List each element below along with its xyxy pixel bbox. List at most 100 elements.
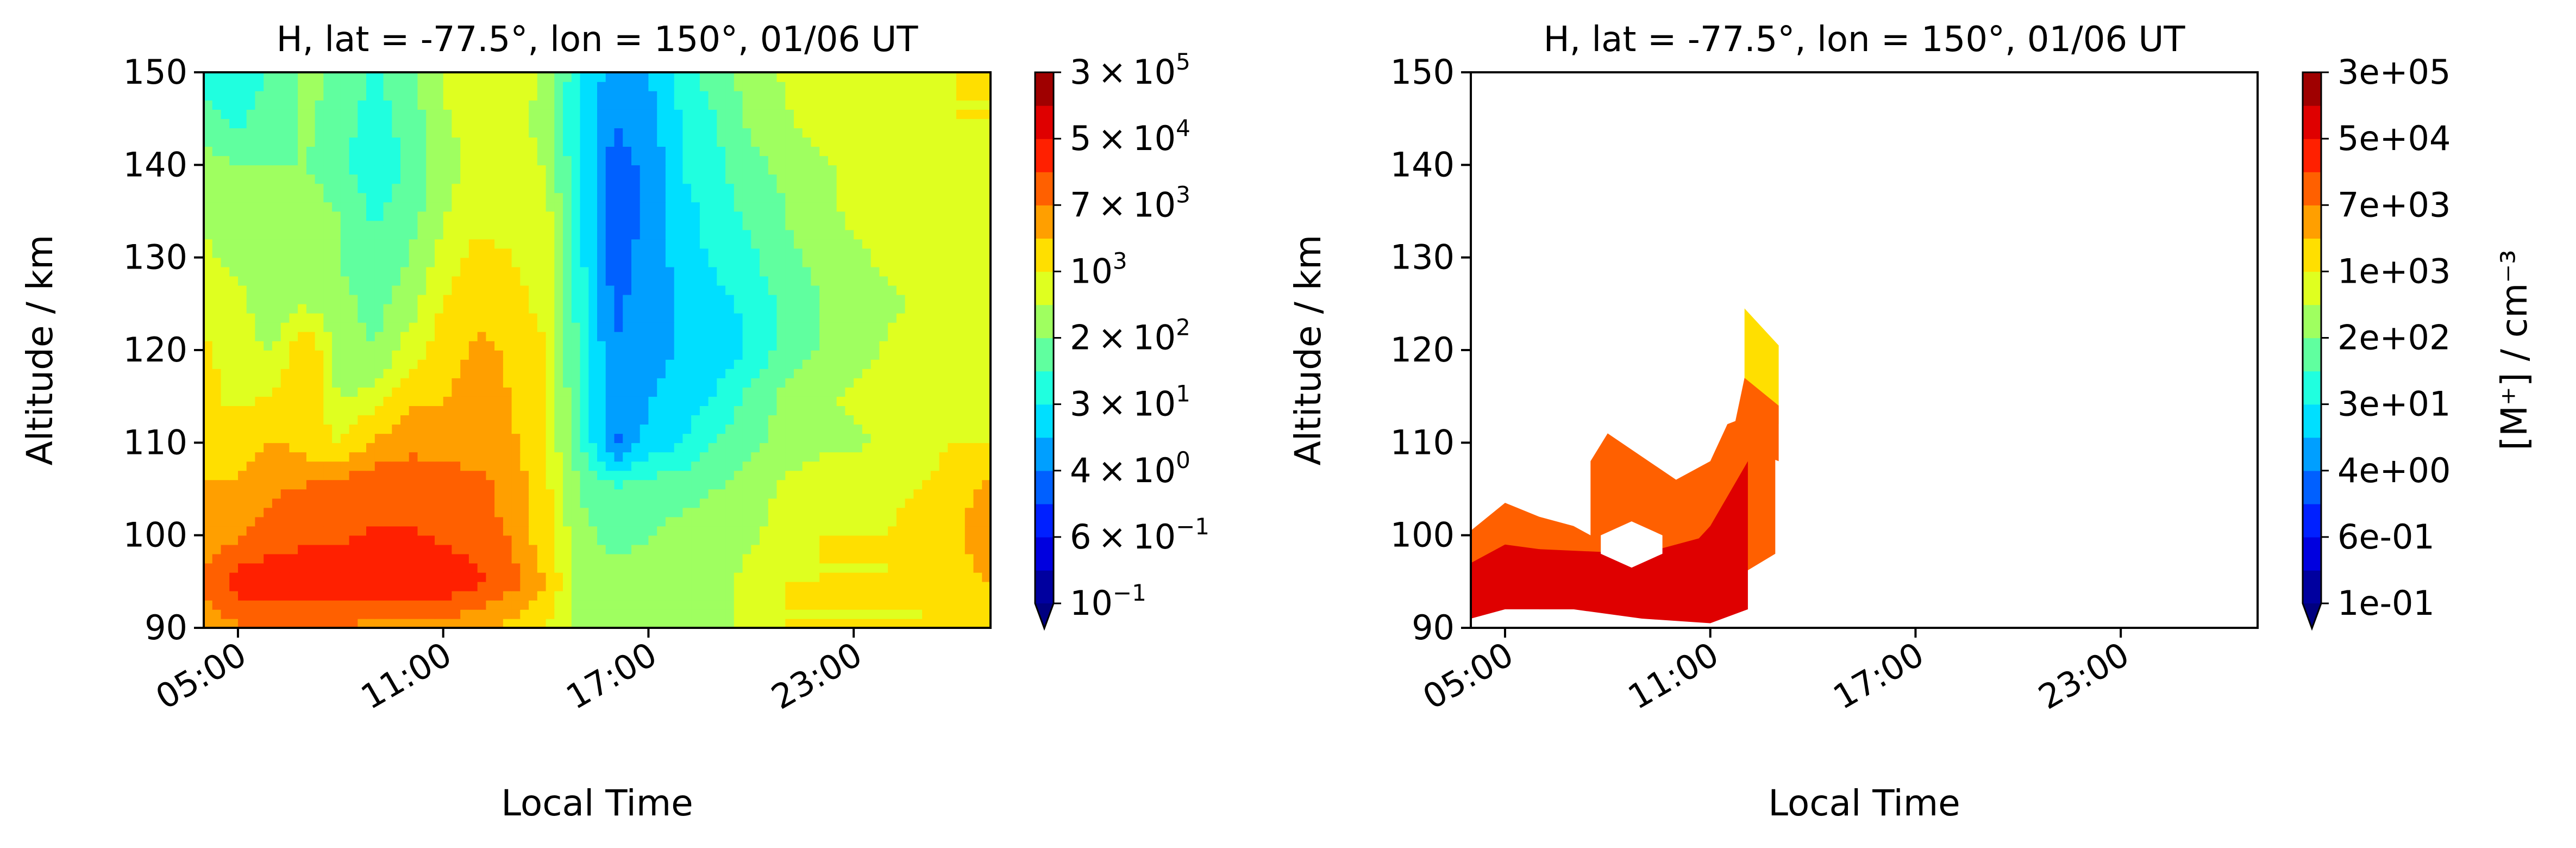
contour-cell [776, 239, 786, 249]
contour-cell [366, 137, 375, 147]
contour-cell [426, 128, 435, 138]
contour-cell [443, 248, 453, 258]
contour-cell [511, 294, 521, 304]
contour-cell [854, 452, 863, 462]
contour-cell [888, 322, 897, 332]
contour-cell [264, 359, 273, 369]
contour-cell [870, 498, 880, 508]
contour-cell [674, 498, 684, 508]
contour-cell [725, 137, 735, 147]
contour-cell [674, 229, 684, 240]
contour-cell [699, 239, 709, 249]
contour-cell [221, 128, 230, 138]
contour-cell [725, 470, 735, 481]
contour-cell [691, 507, 700, 517]
contour-cell [708, 387, 718, 397]
contour-cell [460, 313, 469, 323]
contour-cell [734, 155, 743, 166]
contour-cell [409, 563, 418, 573]
contour-cell [246, 313, 256, 323]
contour-cell [648, 248, 657, 258]
contour-cell [280, 294, 290, 304]
contour-cell [948, 498, 957, 508]
contour-cell [939, 266, 949, 277]
contour-cell [306, 572, 316, 582]
contour-cell [212, 128, 222, 138]
contour-cell [734, 183, 743, 194]
contour-cell [819, 424, 829, 434]
contour-cell [494, 313, 504, 323]
contour-cell [725, 285, 735, 295]
contour-cell [563, 535, 572, 545]
contour-cell [939, 229, 949, 240]
contour-cell [802, 192, 812, 203]
contour-cell [212, 211, 222, 221]
contour-cell [221, 489, 230, 499]
contour-cell [776, 294, 786, 304]
contour-cell [426, 211, 435, 221]
contour-cell [452, 202, 461, 212]
contour-cell [298, 489, 307, 499]
contour-cell [870, 183, 880, 194]
contour-cell [571, 239, 581, 249]
contour-cell [734, 303, 743, 314]
contour-cell [896, 406, 906, 415]
contour-cell [417, 378, 427, 388]
contour-cell [204, 155, 213, 166]
contour-cell [854, 341, 863, 351]
contour-cell [597, 378, 606, 388]
contour-cell [511, 452, 521, 462]
contour-cell [982, 165, 991, 175]
contour-cell [306, 553, 316, 564]
contour-cell [699, 433, 709, 444]
contour-cell [760, 359, 769, 369]
contour-cell [760, 470, 769, 481]
contour-cell [426, 600, 435, 610]
contour-cell [964, 174, 974, 184]
contour-cell [468, 387, 478, 397]
contour-cell [520, 378, 529, 388]
contour-cell [306, 266, 316, 277]
contour-cell [255, 229, 264, 240]
contour-cell [332, 563, 341, 573]
contour-cell [742, 359, 752, 369]
contour-cell [280, 165, 290, 175]
contour-cell [511, 406, 521, 415]
contour-cell [204, 470, 213, 481]
contour-cell [657, 572, 666, 582]
contour-cell [358, 165, 367, 175]
contour-cell [212, 442, 222, 453]
contour-cell [323, 313, 333, 323]
contour-cell [717, 248, 726, 258]
contour-cell [511, 553, 521, 564]
contour-cell [486, 276, 495, 286]
contour-cell [452, 442, 461, 453]
contour-cell [204, 119, 213, 128]
contour-cell [520, 183, 529, 194]
contour-cell [742, 239, 752, 249]
contour-cell [221, 192, 230, 203]
contour-cell [785, 248, 794, 258]
contour-cell [212, 396, 222, 406]
contour-cell [802, 424, 812, 434]
contour-cell [460, 174, 469, 184]
contour-cell [563, 341, 572, 351]
contour-cell [717, 600, 726, 610]
contour-cell [400, 183, 410, 194]
contour-cell [417, 424, 427, 434]
contour-cell [511, 266, 521, 277]
contour-cell [400, 415, 410, 425]
contour-cell [435, 619, 444, 628]
contour-cell [529, 183, 538, 194]
contour-cell [905, 433, 914, 444]
contour-cell [563, 378, 572, 388]
contour-cell [691, 498, 700, 508]
contour-cell [725, 378, 735, 388]
contour-cell [699, 544, 709, 554]
contour-cell [221, 424, 230, 434]
contour-cell [948, 619, 957, 628]
contour-cell [426, 285, 435, 295]
contour-cell [922, 581, 931, 591]
contour-cell [409, 387, 418, 397]
contour-cell [708, 433, 718, 444]
